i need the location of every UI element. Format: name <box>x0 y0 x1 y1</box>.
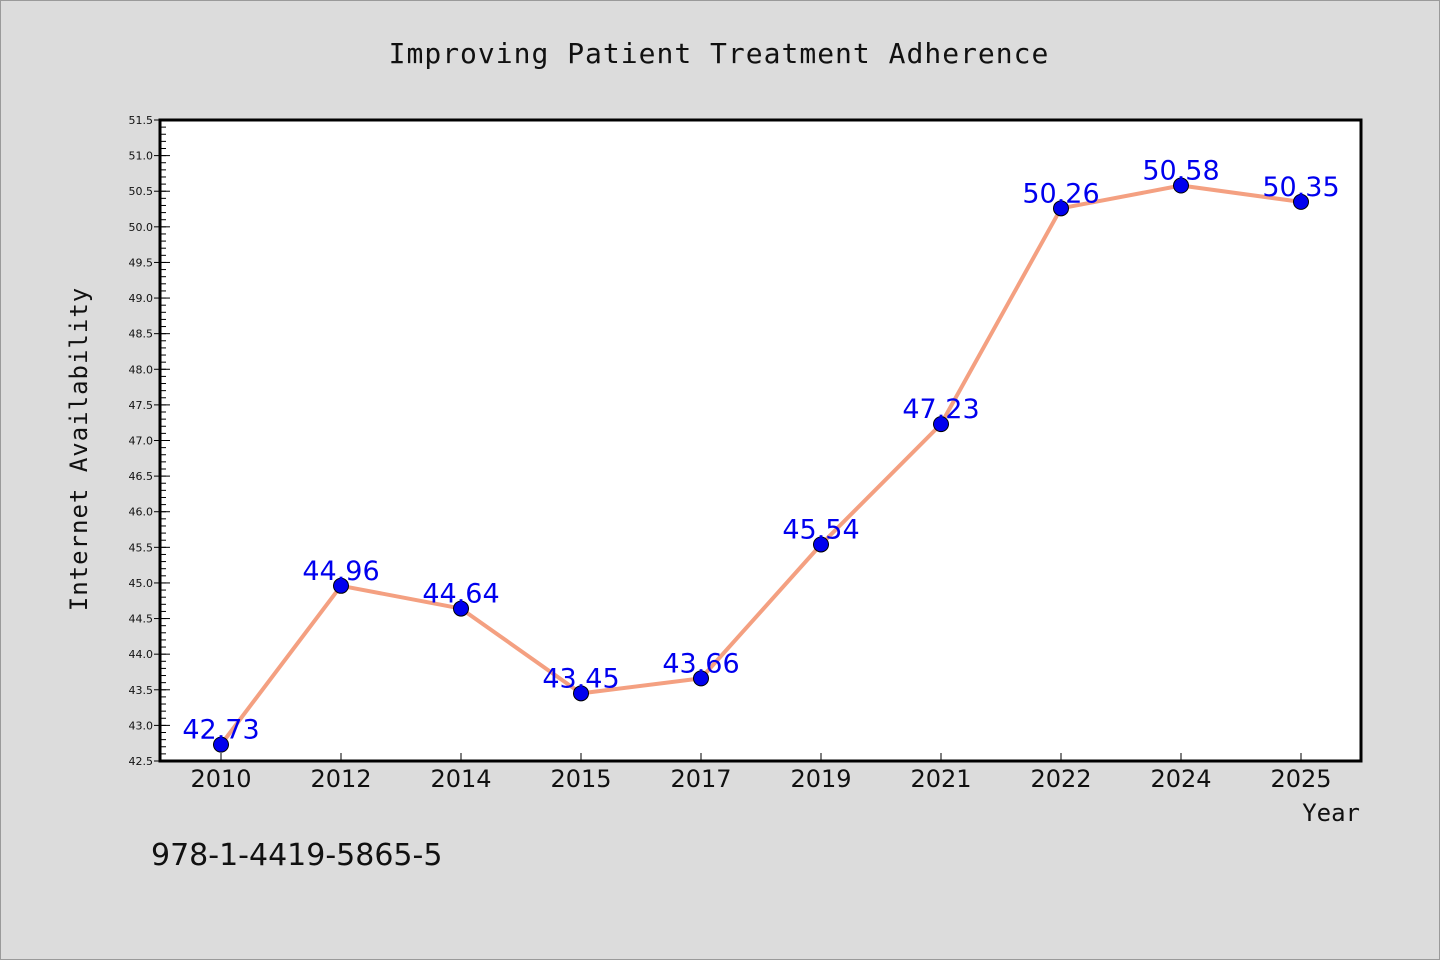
data-label: 42.73 <box>182 715 259 746</box>
x-tick-label: 2022 <box>1030 765 1091 793</box>
y-tick-label: 48.5 <box>129 328 154 341</box>
data-point <box>1053 200 1069 217</box>
data-point <box>1293 193 1309 210</box>
data-point <box>693 670 709 687</box>
x-axis-ticks: 2010 2012 2014 2015 2017 2019 2021 2022 2024 2025 <box>190 753 1332 793</box>
data-point <box>573 685 589 702</box>
x-tick-label: 2025 <box>1270 765 1331 793</box>
data-label-layer: 42.73 44.96 44.64 43.45 43.66 45.54 47.23 50.26… <box>182 156 1339 746</box>
data-point <box>213 736 229 753</box>
y-tick-label: 47.0 <box>129 435 154 448</box>
data-label: 43.66 <box>662 648 739 679</box>
data-point <box>1173 177 1189 194</box>
chart-title: Improving Patient Treatment Adherence <box>389 37 1050 70</box>
y-tick-label: 51.5 <box>129 114 154 127</box>
y-tick-label: 51.0 <box>129 150 154 163</box>
isbn-text: 978-1-4419-5865-5 <box>151 838 442 873</box>
series-layer <box>213 177 1309 753</box>
x-tick-label: 2015 <box>550 765 611 793</box>
data-label: 45.54 <box>782 514 859 545</box>
y-tick-label: 49.5 <box>129 256 154 269</box>
x-tick-label: 2012 <box>310 765 371 793</box>
y-tick-label: 48.0 <box>129 363 154 376</box>
x-tick-label: 2010 <box>190 765 251 793</box>
data-label: 50.58 <box>1142 156 1219 187</box>
data-label: 50.35 <box>1262 172 1339 203</box>
y-tick-label: 45.0 <box>129 577 154 590</box>
data-label: 50.26 <box>1022 178 1099 209</box>
y-tick-label: 44.5 <box>129 613 154 626</box>
y-tick-label: 50.0 <box>129 221 154 234</box>
x-tick-label: 2021 <box>910 765 971 793</box>
y-tick-label: 46.0 <box>129 506 154 519</box>
y-tick-label: 46.5 <box>129 470 154 483</box>
data-point <box>453 600 469 617</box>
data-point <box>333 577 349 594</box>
y-tick-label: 42.5 <box>129 755 154 768</box>
y-tick-label: 45.5 <box>129 541 154 554</box>
data-label: 47.23 <box>902 394 979 425</box>
x-tick-label: 2024 <box>1150 765 1211 793</box>
data-label: 44.64 <box>422 579 499 610</box>
data-label: 43.45 <box>542 663 619 694</box>
x-axis-label: Year <box>1302 799 1360 827</box>
x-tick-label: 2014 <box>430 765 491 793</box>
y-tick-label: 49.0 <box>129 292 154 305</box>
y-axis-ticks: 42.5 43.0 43.5 44.0 44.5 45.0 45.5 46.0 46.5 47.0… <box>129 114 170 768</box>
x-tick-label: 2017 <box>670 765 731 793</box>
y-axis-label: Internet Availability <box>65 287 93 611</box>
data-label: 44.96 <box>302 556 379 587</box>
y-tick-label: 47.5 <box>129 399 154 412</box>
y-tick-label: 43.0 <box>129 719 154 732</box>
data-point <box>813 536 829 553</box>
y-tick-label: 44.0 <box>129 648 154 661</box>
plot-area <box>158 118 1363 763</box>
y-tick-label: 50.5 <box>129 185 154 198</box>
y-tick-label: 43.5 <box>129 684 154 697</box>
series-line <box>219 183 1303 747</box>
x-tick-label: 2019 <box>790 765 851 793</box>
data-point <box>933 416 949 433</box>
